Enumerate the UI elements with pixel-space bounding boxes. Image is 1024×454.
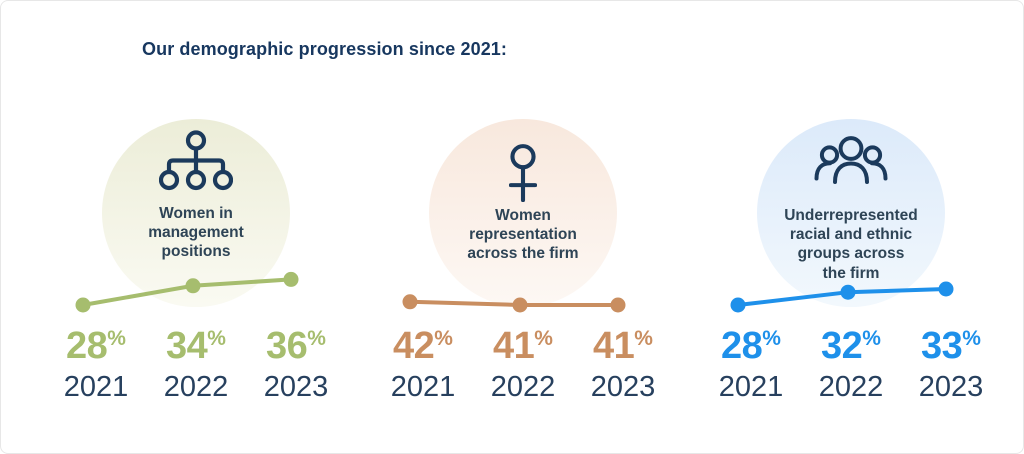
metric-circle: Women representation across the firm: [429, 119, 617, 307]
stat-year: 2022: [163, 370, 229, 403]
stat-value: 41%: [493, 325, 553, 367]
metric-label: Women in management positions: [148, 205, 244, 261]
stat-item: 32% 2022: [801, 325, 901, 404]
page-title: Our demographic progression since 2021:: [142, 39, 508, 59]
percent-sign: %: [962, 327, 981, 350]
metric-label: Women representation across the firm: [467, 207, 579, 263]
org-chart-icon: [158, 130, 234, 191]
metric-circle: Women in management positions: [102, 119, 290, 307]
stats-row: 28% 2021 32% 2022 33% 2023: [701, 325, 1001, 404]
metric-circle: Underrepresented racial and ethnic group…: [757, 119, 945, 307]
stats-row: 28% 2021 34% 2022 36% 2023: [46, 325, 346, 404]
stat-year: 2023: [263, 370, 329, 403]
stat-item: 41% 2022: [473, 325, 573, 404]
stat-year: 2022: [490, 370, 556, 403]
stat-item: 28% 2021: [701, 325, 801, 404]
stat-value: 36%: [266, 325, 326, 367]
stat-value: 34%: [166, 325, 226, 367]
metric-section-women-firm: Women representation across the firm 42%…: [373, 119, 673, 419]
percent-sign: %: [534, 327, 553, 350]
stat-year: 2023: [918, 370, 984, 403]
trend-line-chart: [75, 271, 299, 313]
stat-year: 2021: [390, 370, 456, 403]
people-group-icon: [814, 136, 888, 184]
stat-year: 2021: [63, 370, 129, 403]
percent-sign: %: [207, 327, 226, 350]
trend-line-chart: [730, 281, 954, 313]
stat-item: 36% 2023: [246, 325, 346, 404]
percent-sign: %: [107, 327, 126, 350]
stat-item: 33% 2023: [901, 325, 1001, 404]
stat-year: 2022: [818, 370, 884, 403]
percent-sign: %: [762, 327, 781, 350]
metric-section-underrepresented-groups: Underrepresented racial and ethnic group…: [701, 119, 1001, 419]
metric-section-women-management: Women in management positions 28% 2021 3…: [46, 119, 346, 419]
stat-value: 32%: [821, 325, 881, 367]
stat-value: 41%: [593, 325, 653, 367]
stat-item: 28% 2021: [46, 325, 146, 404]
stat-value: 33%: [921, 325, 981, 367]
percent-sign: %: [634, 327, 653, 350]
stat-value: 42%: [393, 325, 453, 367]
stat-item: 42% 2021: [373, 325, 473, 404]
metric-label: Underrepresented racial and ethnic group…: [784, 207, 918, 282]
percent-sign: %: [307, 327, 326, 350]
stat-year: 2021: [718, 370, 784, 403]
stat-value: 28%: [66, 325, 126, 367]
female-icon: [508, 144, 538, 203]
stat-value: 28%: [721, 325, 781, 367]
stats-row: 42% 2021 41% 2022 41% 2023: [373, 325, 673, 404]
percent-sign: %: [862, 327, 881, 350]
stat-item: 41% 2023: [573, 325, 673, 404]
trend-line-chart: [402, 294, 626, 313]
stat-item: 34% 2022: [146, 325, 246, 404]
percent-sign: %: [434, 327, 453, 350]
stat-year: 2023: [590, 370, 656, 403]
